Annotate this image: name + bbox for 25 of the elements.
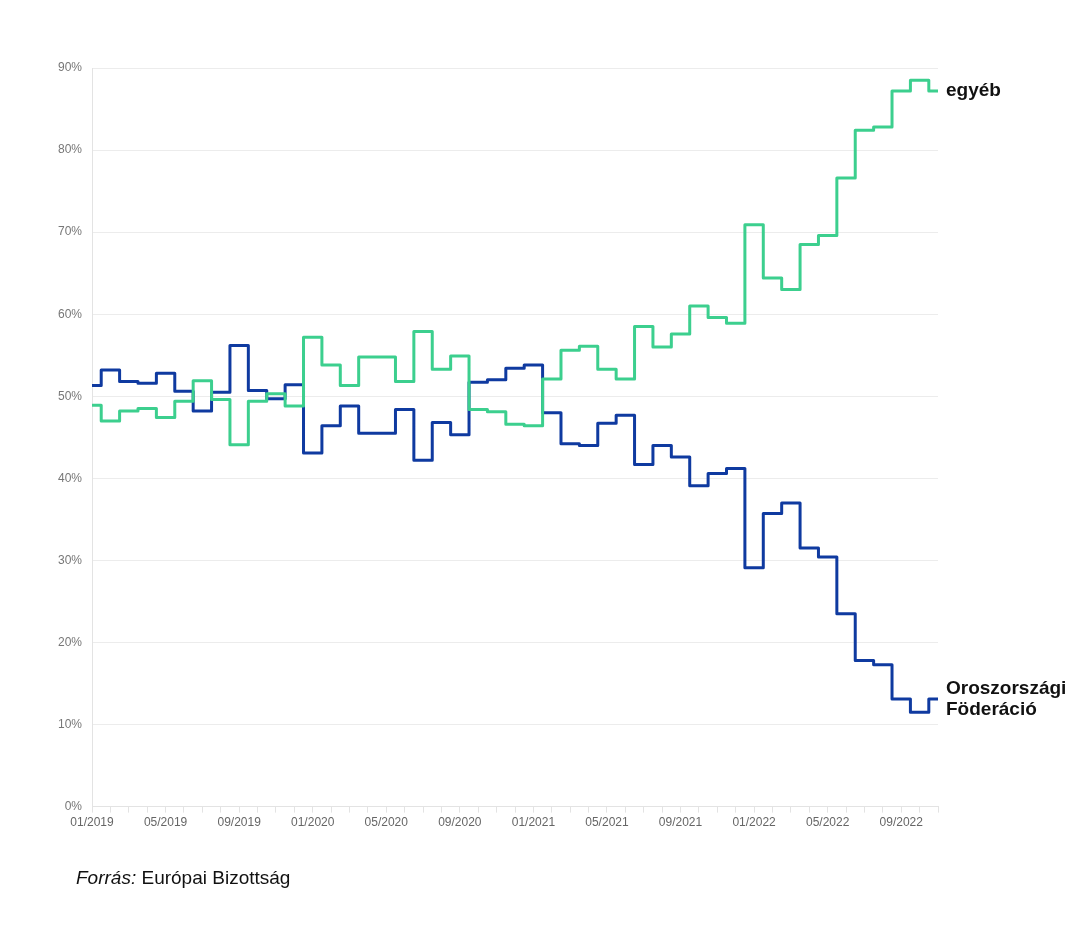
series-label: egyéb bbox=[946, 79, 1001, 101]
x-tick-label: 01/2022 bbox=[732, 815, 777, 830]
x-tick-label: 09/2019 bbox=[217, 815, 262, 830]
x-tick-label: 05/2022 bbox=[805, 815, 850, 830]
y-tick-label: 0% bbox=[64, 798, 83, 813]
y-tick-label: 80% bbox=[57, 142, 83, 157]
x-tick-label: 05/2019 bbox=[143, 815, 188, 830]
y-tick-label: 90% bbox=[57, 60, 83, 75]
x-tick-label: 01/2020 bbox=[291, 815, 335, 830]
text: Forrás: Európai Bizottság bbox=[76, 867, 291, 888]
series-label: Oroszországi Föderáció bbox=[946, 676, 1067, 719]
y-tick-label: 70% bbox=[57, 224, 83, 239]
y-tick-label: 40% bbox=[57, 470, 83, 485]
x-tick-label: 09/2020 bbox=[438, 815, 482, 830]
y-tick-label: 30% bbox=[57, 552, 83, 567]
x-tick-label: 05/2021 bbox=[585, 815, 629, 830]
y-tick-label: 10% bbox=[57, 716, 83, 731]
x-tick-label: 05/2020 bbox=[364, 815, 409, 830]
x-tick-label: 01/2019 bbox=[70, 815, 115, 830]
y-tick-label: 50% bbox=[57, 388, 83, 403]
y-tick-label: 20% bbox=[57, 634, 83, 649]
x-tick-label: 01/2021 bbox=[511, 815, 556, 830]
x-tick-label: 09/2022 bbox=[879, 815, 924, 830]
y-tick-label: 60% bbox=[57, 306, 83, 321]
x-tick-label: 09/2021 bbox=[658, 815, 703, 830]
